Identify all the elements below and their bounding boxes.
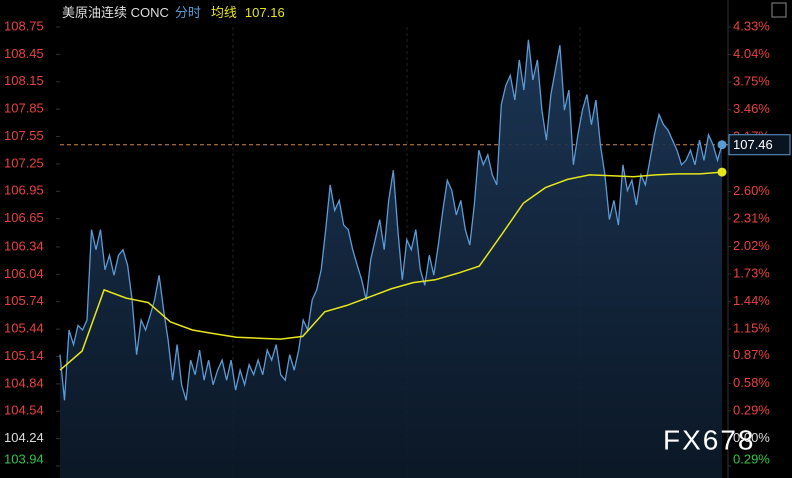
- y2-tick-label: 2.60%: [733, 183, 770, 198]
- series-line: [59, 39, 723, 401]
- y2-tick-label: 0.58%: [733, 375, 770, 390]
- y-tick-label: 104.84: [4, 375, 44, 390]
- y-tick-label: 107.55: [4, 128, 44, 143]
- y-tick-label: 106.95: [4, 183, 44, 198]
- last-price-box: [728, 134, 791, 156]
- y2-tick-label: 0.87%: [733, 347, 770, 362]
- legend-entry: 分时: [175, 5, 201, 20]
- y-tick-label: 103.94: [4, 451, 44, 466]
- y-tick-label: 108.15: [4, 73, 44, 88]
- y2-tick-label: 4.04%: [733, 46, 770, 61]
- y2-tick-label: 1.73%: [733, 265, 770, 280]
- y2-tick-label: 0.29%: [733, 451, 770, 466]
- watermark: FX678: [663, 424, 756, 455]
- y-tick-label: 104.24: [4, 430, 44, 445]
- series-line: [59, 171, 723, 371]
- y-tick-label: 105.74: [4, 293, 44, 308]
- y-tick-label: 105.44: [4, 321, 44, 336]
- y-tick-label: 108.75: [4, 18, 44, 33]
- price-area: [60, 39, 722, 478]
- last-point: [717, 167, 727, 177]
- y2-tick-label: 2.02%: [733, 238, 770, 253]
- y2-tick-label: 4.33%: [733, 18, 770, 33]
- y-tick-label: 106.65: [4, 210, 44, 225]
- y2-tick-label: 1.15%: [733, 321, 770, 336]
- chart-title: 美原油连续 CONC: [62, 5, 169, 20]
- y-tick-label: 107.25: [4, 155, 44, 170]
- window-icon[interactable]: [771, 2, 787, 18]
- y2-tick-label: 3.75%: [733, 74, 770, 89]
- y-tick-label: 108.45: [4, 46, 44, 61]
- y2-tick-label: 1.44%: [733, 293, 770, 308]
- y-tick-label: 107.85: [4, 101, 44, 116]
- y-tick-label: 106.04: [4, 266, 44, 281]
- y2-tick-label: 3.46%: [733, 101, 770, 116]
- y2-tick-label: 0.29%: [733, 402, 770, 417]
- y-tick-label: 104.54: [4, 403, 44, 418]
- chart-header: 美原油连续 CONC 分时 均线 107.16: [62, 5, 285, 20]
- y-tick-label: 105.14: [4, 348, 44, 363]
- avg-value: 107.16: [245, 5, 285, 20]
- y-tick-label: 106.34: [4, 238, 44, 253]
- legend-entry: 均线: [211, 5, 237, 20]
- y2-tick-label: 0.00%: [733, 430, 770, 445]
- plot: 108.75 108.45 108.15 107.85 107.55 107.25 106.…: [4, 18, 791, 478]
- y2-tick-label: 2.31%: [733, 210, 770, 225]
- last-point: [717, 140, 727, 150]
- last-price-label: 107.46: [733, 137, 773, 152]
